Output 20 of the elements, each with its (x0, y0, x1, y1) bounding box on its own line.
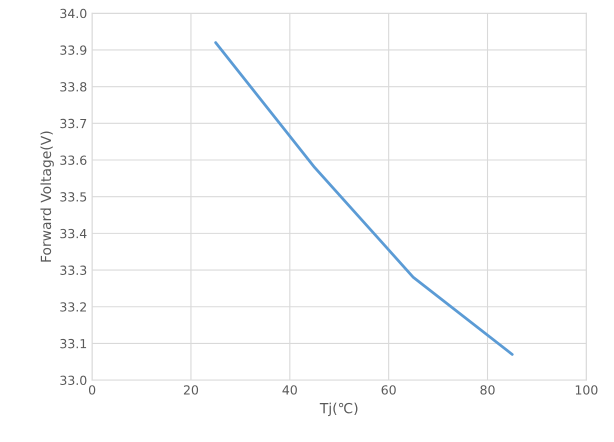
x-tick-label: 40 (282, 385, 297, 395)
x-tick-label: 0 (88, 385, 96, 395)
line-series (214, 41, 514, 356)
y-axis-title: Forward Voltage(V) (40, 132, 54, 262)
x-tick-label: 20 (184, 385, 198, 395)
y-tick-label: 33.6 (60, 155, 86, 165)
y-tick-label: 33.8 (60, 82, 86, 92)
y-tick-label: 33.4 (60, 228, 87, 238)
y-tick-label: 33.0 (60, 376, 86, 386)
y-tick-label: 33.5 (60, 192, 86, 202)
x-axis-title: Tj(℃) (320, 402, 358, 416)
y-tick-label: 34.0 (60, 8, 86, 18)
y-tick-label: 33.7 (60, 118, 86, 128)
y-tick-label: 33.3 (60, 266, 86, 275)
x-tick-label: 80 (480, 385, 495, 395)
x-tick-label: 100 (576, 385, 598, 395)
y-tick-label: 33.2 (60, 302, 86, 312)
y-tick-label: 33.9 (60, 45, 86, 55)
y-tick-label: 33.1 (60, 338, 86, 348)
x-tick-label: 60 (382, 385, 396, 395)
